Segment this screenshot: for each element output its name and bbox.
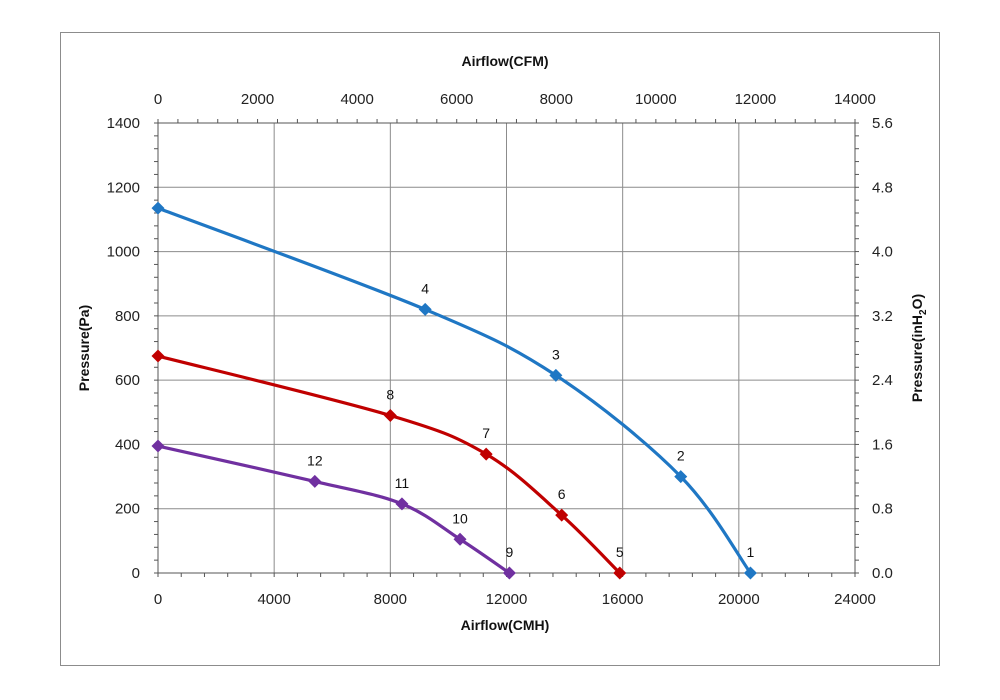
x-top-tick-label: 4000 — [340, 91, 373, 108]
data-point-marker — [151, 439, 165, 453]
data-point-label: 7 — [482, 425, 490, 441]
axis-labels: Airflow(CFM) Airflow(CMH) Pressure(Pa) P… — [76, 53, 929, 633]
y-left-axis-label: Pressure(Pa) — [76, 305, 92, 391]
data-point-marker — [674, 470, 688, 484]
data-point-label: 6 — [558, 486, 566, 502]
data-point-label: 5 — [616, 544, 624, 560]
x-top-tick-label: 12000 — [735, 91, 777, 108]
x-bottom-tick-label: 4000 — [257, 591, 290, 608]
y-left-tick-label: 0 — [132, 565, 140, 582]
data-point-marker — [555, 508, 569, 522]
x-top-axis-label: Airflow(CFM) — [461, 53, 548, 69]
y-left-tick-label: 800 — [115, 308, 140, 325]
x-bottom-tick-label: 8000 — [374, 591, 407, 608]
y-right-label-main: Pressure(inH — [909, 315, 925, 402]
data-point-marker — [549, 368, 563, 382]
x-bottom-tick-label: 0 — [154, 591, 162, 608]
x-bottom-tick-label: 16000 — [602, 591, 644, 608]
y-left-tick-label: 1000 — [107, 244, 140, 261]
data-point-marker — [613, 566, 627, 580]
y-right-label-end: O) — [909, 294, 925, 310]
x-bottom-tick-label: 12000 — [486, 591, 528, 608]
y-right-tick-label: 4.8 — [872, 179, 893, 196]
y-left-tick-label: 400 — [115, 436, 140, 453]
x-top-tick-label: 14000 — [834, 91, 876, 108]
data-point-label: 1 — [747, 544, 755, 560]
data-point-marker — [395, 497, 409, 511]
grid-lines — [157, 122, 856, 574]
series-line-1 — [157, 206, 752, 574]
x-bottom-tick-label: 20000 — [718, 591, 760, 608]
data-point-marker — [743, 566, 757, 580]
y-right-tick-label: 0.0 — [872, 565, 893, 582]
data-point-label: 3 — [552, 346, 560, 362]
data-point-label: 8 — [386, 387, 394, 403]
y-left-tick-label: 600 — [115, 372, 140, 389]
x-bottom-tick-label: 24000 — [834, 591, 876, 608]
y-right-tick-label: 0.8 — [872, 501, 893, 518]
series-line-3 — [157, 444, 511, 575]
data-point-label: 2 — [677, 448, 685, 464]
series-line-2 — [157, 354, 621, 575]
x-top-tick-label: 2000 — [241, 91, 274, 108]
x-top-tick-label: 10000 — [635, 91, 677, 108]
x-top-tick-label: 0 — [154, 91, 162, 108]
data-point-marker — [383, 409, 397, 422]
data-point-label: 9 — [506, 544, 514, 560]
y-right-tick-label: 2.4 — [872, 372, 893, 389]
y-left-tick-label: 1200 — [107, 179, 140, 196]
data-point-marker — [453, 532, 467, 546]
y-right-tick-label: 5.6 — [872, 115, 893, 132]
chart-frame — [60, 32, 940, 666]
y-left-tick-label: 1400 — [107, 115, 140, 132]
y-right-tick-label: 4.0 — [872, 244, 893, 261]
y-left-tick-label: 200 — [115, 501, 140, 518]
data-point-label: 12 — [307, 452, 323, 468]
data-point-label: 11 — [395, 475, 410, 491]
x-bottom-axis-label: Airflow(CMH) — [461, 617, 550, 633]
x-top-tick-label: 8000 — [540, 91, 573, 108]
data-point-marker — [308, 474, 322, 488]
x-top-tick-label: 6000 — [440, 91, 473, 108]
data-point-marker — [502, 566, 516, 580]
data-point-marker — [418, 302, 432, 316]
data-point-label: 4 — [421, 280, 429, 296]
data-point-marker — [479, 447, 493, 461]
y-right-label-subscript: 2 — [918, 309, 929, 315]
data-point-label: 10 — [452, 510, 468, 526]
y-right-tick-label: 3.2 — [872, 308, 893, 325]
data-point-marker — [151, 349, 165, 363]
y-right-axis-label: Pressure(inH2O) — [909, 294, 929, 402]
data-point-marker — [151, 201, 165, 215]
y-right-tick-label: 1.6 — [872, 436, 893, 453]
